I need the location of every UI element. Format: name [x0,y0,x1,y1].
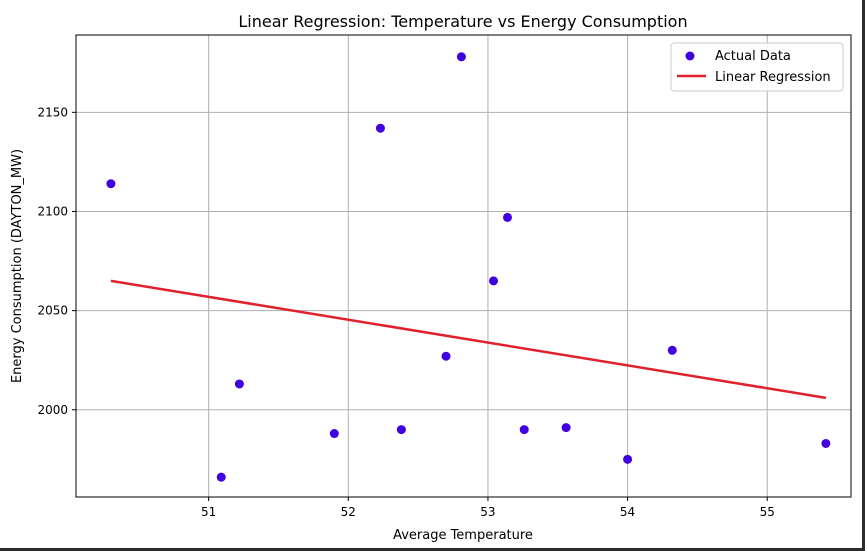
data-point [519,425,529,435]
data-point [375,123,385,133]
data-point [234,379,244,389]
y-axis-ticks: 2000 2050 2100 2150 [37,105,76,417]
data-point [329,429,339,439]
grid [76,35,851,497]
data-point [821,438,831,448]
legend: Actual Data Linear Regression [670,42,844,92]
x-tick-label: 51 [201,505,216,519]
x-tick-label: 52 [341,505,356,519]
y-tick-label: 2050 [37,304,68,318]
data-point [216,472,226,482]
series [106,52,831,482]
data-point [502,212,512,222]
legend-scatter-marker [685,51,695,61]
y-axis-label: Energy Consumption (DAYTON_MW) [10,149,25,383]
plot-border [75,34,852,498]
data-point [623,454,633,464]
data-point [441,351,451,361]
legend-box [670,42,844,92]
y-tick-label: 2100 [37,204,68,218]
x-axis-ticks: 51 52 53 54 55 [201,497,775,519]
chart-title: Linear Regression: Temperature vs Energy… [238,12,687,31]
x-tick-label: 53 [480,505,495,519]
data-point [456,52,466,62]
data-point [489,276,499,286]
data-point [667,345,677,355]
y-tick-label: 2000 [37,403,68,417]
regression-line [110,279,827,400]
y-tick-label: 2150 [37,105,68,119]
x-tick-label: 54 [620,505,635,519]
legend-label-actual-data: Actual Data [715,49,791,64]
x-tick-label: 55 [760,505,775,519]
data-point [106,179,116,189]
data-point [561,423,571,433]
plot-area [76,35,851,497]
x-axis-label: Average Temperature [393,528,533,543]
legend-label-linear-regression: Linear Regression [715,70,831,85]
data-point [396,425,406,435]
